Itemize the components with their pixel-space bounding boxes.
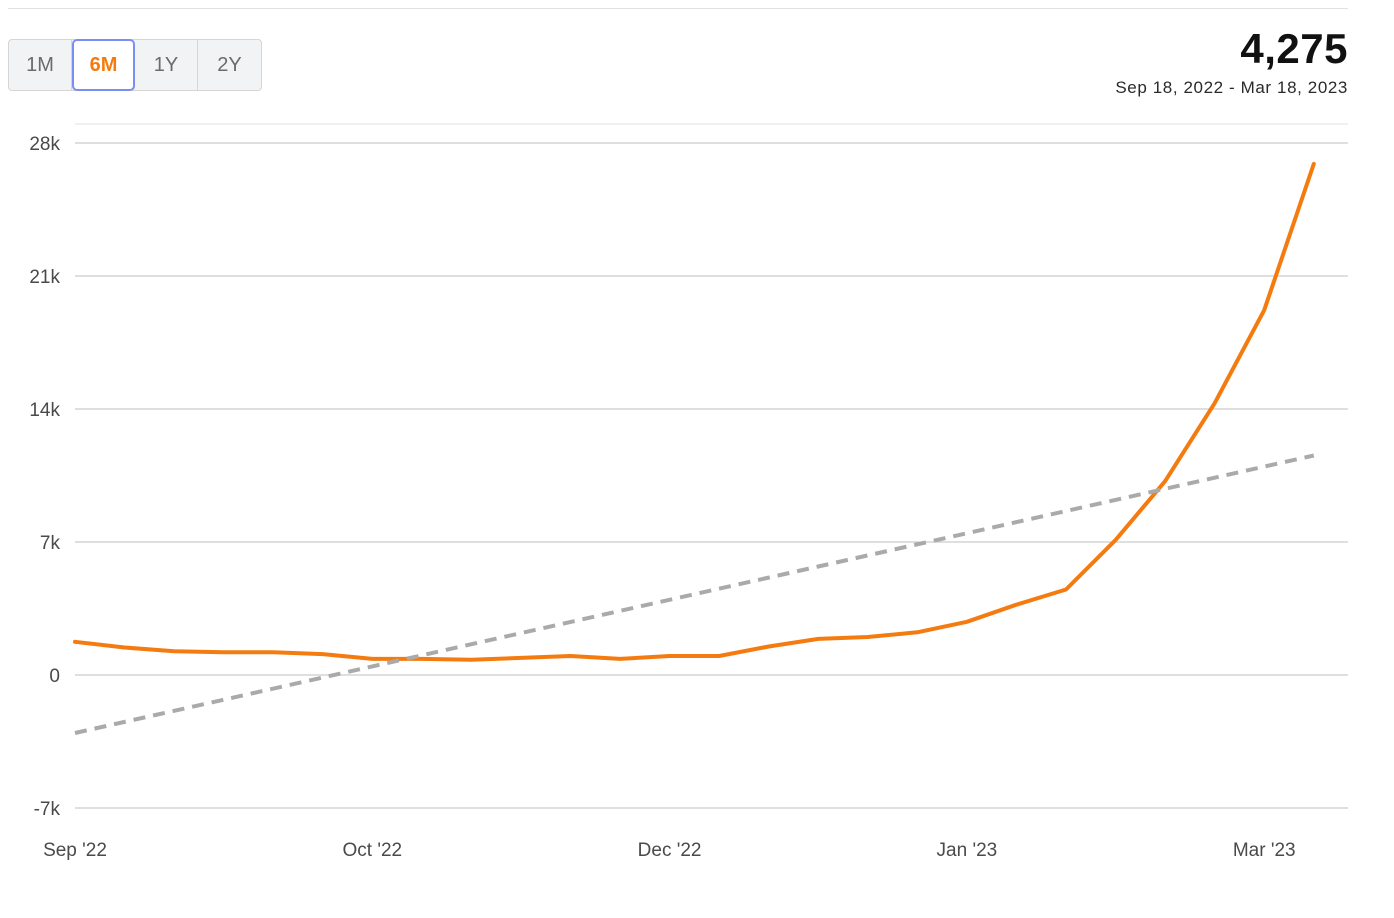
y-tick-label: 14k: [29, 400, 60, 421]
y-tick-label: 0: [49, 666, 60, 687]
series-line: [73, 161, 1316, 662]
x-tick-label: Oct '22: [342, 840, 402, 861]
range-button-6m[interactable]: 6M: [72, 39, 135, 91]
range-selector: 1M 6M 1Y 2Y: [8, 39, 262, 91]
summary-panel: 4,275 Sep 18, 2022 - Mar 18, 2023: [1115, 26, 1348, 98]
y-tick-label: 7k: [40, 533, 61, 554]
y-tick-label: 21k: [29, 267, 60, 288]
x-tick-label: Dec '22: [638, 840, 702, 861]
top-divider: [8, 8, 1348, 9]
x-tick-label: Sep '22: [43, 840, 107, 861]
range-button-1m[interactable]: 1M: [9, 40, 72, 90]
range-button-1y[interactable]: 1Y: [135, 40, 198, 90]
y-tick-label: -7k: [34, 799, 61, 820]
x-tick-label: Mar '23: [1233, 840, 1296, 861]
y-tick-label: 28k: [29, 134, 60, 155]
x-tick-label: Jan '23: [937, 840, 998, 861]
summary-date-range: Sep 18, 2022 - Mar 18, 2023: [1115, 78, 1348, 97]
trend-line: [74, 453, 1315, 735]
range-button-2y[interactable]: 2Y: [217, 53, 242, 76]
summary-value: 4,275: [1240, 25, 1348, 72]
